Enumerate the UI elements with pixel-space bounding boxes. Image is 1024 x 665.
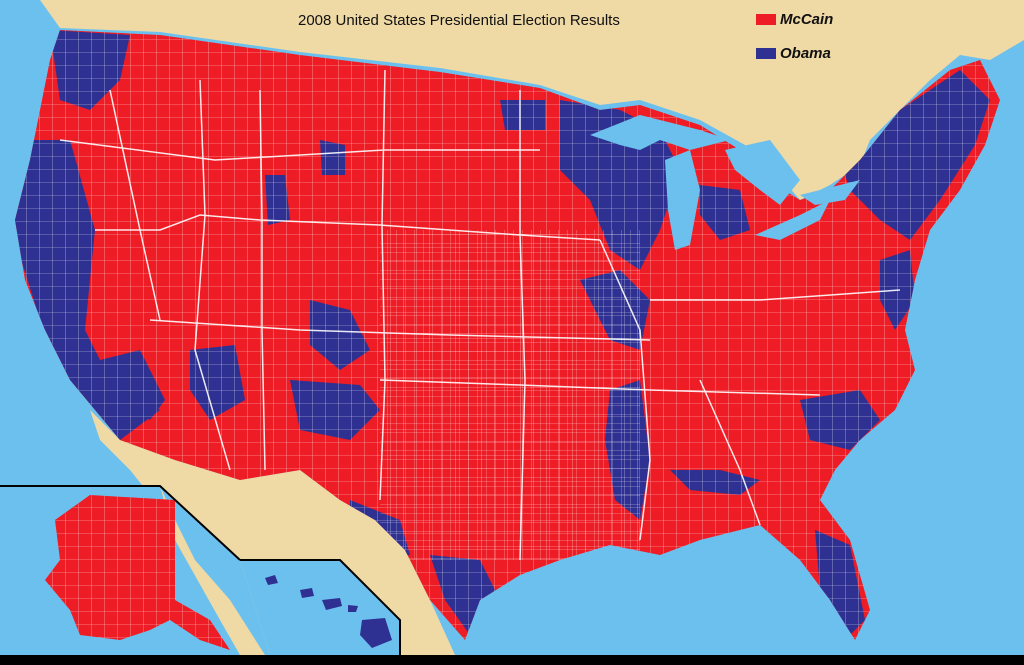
map-title: 2008 United States Presidential Election…	[298, 12, 620, 29]
legend-item-mccain: McCain	[756, 8, 833, 30]
legend: McCain Obama	[756, 8, 833, 76]
legend-label-mccain: McCain	[780, 10, 834, 28]
bottom-bar	[0, 655, 1024, 665]
legend-label-obama: Obama	[780, 44, 831, 62]
hawaii-inset	[240, 559, 401, 655]
great-lakes	[590, 115, 730, 150]
alaska-inset	[0, 485, 270, 655]
state-borders	[59, 69, 901, 561]
legend-item-obama: Obama	[756, 42, 833, 64]
legend-swatch-obama	[756, 47, 776, 59]
legend-swatch-mccain	[756, 13, 776, 25]
